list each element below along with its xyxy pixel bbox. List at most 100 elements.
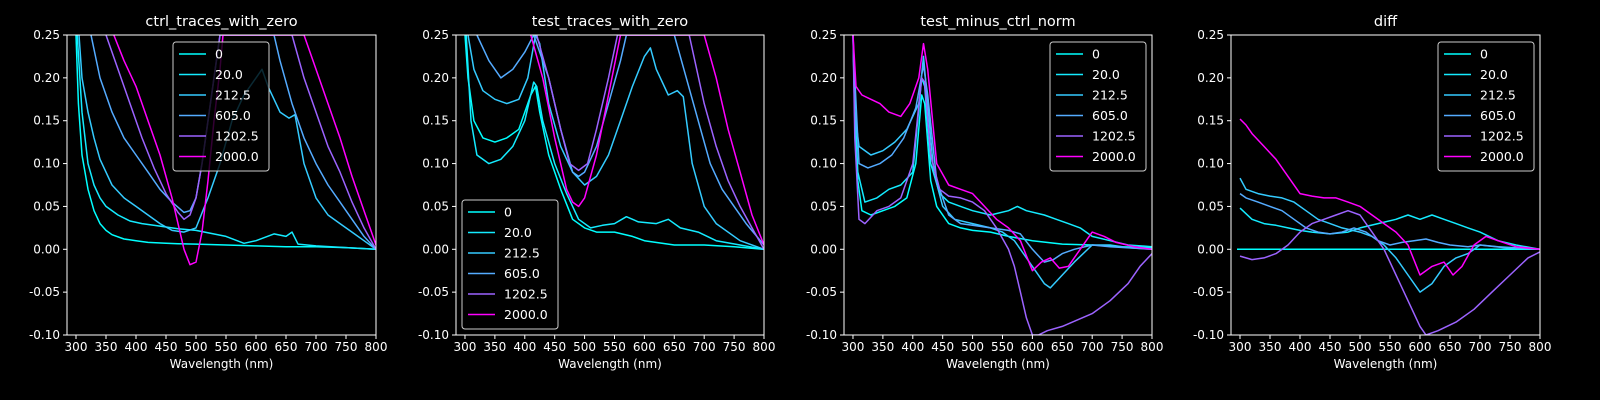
x-tick-label: 800 xyxy=(365,340,388,354)
x-axis-label: Wavelength (nm) xyxy=(558,357,662,371)
y-tick-label: 0.00 xyxy=(33,242,60,256)
x-tick-label: 450 xyxy=(1319,340,1342,354)
x-tick-label: 400 xyxy=(901,340,924,354)
x-axis-label: Wavelength (nm) xyxy=(170,357,274,371)
y-tick-label: 0.20 xyxy=(1197,71,1224,85)
x-tick-label: 350 xyxy=(871,340,894,354)
x-tick-label: 650 xyxy=(663,340,686,354)
x-tick-label: 450 xyxy=(931,340,954,354)
y-tick-label: -0.10 xyxy=(806,328,837,342)
series-line-0 xyxy=(464,35,764,251)
x-tick-label: 800 xyxy=(1141,340,1164,354)
y-tick-label: 0.00 xyxy=(1197,242,1224,256)
y-tick-label: -0.05 xyxy=(1193,285,1224,299)
x-tick-label: 550 xyxy=(1379,340,1402,354)
y-tick-label: 0.10 xyxy=(810,157,837,171)
chart-title: diff xyxy=(1374,14,1398,30)
series-line-1 xyxy=(852,35,1152,248)
chart-panel-3: 300 350 400 450 500 550 600 650 700 750 800 -0.10 -0… xyxy=(1193,14,1552,371)
legend-entry: 2000.0 xyxy=(1092,149,1136,164)
series-line-1 xyxy=(76,35,376,251)
series-group xyxy=(852,35,1152,335)
y-tick-label: 0.20 xyxy=(810,71,837,85)
legend: 0 20.0 212.5 605.0 1202.5 2000.0 xyxy=(1437,41,1535,172)
legend-entry: 605.0 xyxy=(504,266,540,281)
series-line-0 xyxy=(852,35,1152,249)
chart-title: test_traces_with_zero xyxy=(532,14,689,30)
y-tick-label: 0.20 xyxy=(422,71,449,85)
y-tick-label: 0.05 xyxy=(810,199,837,213)
legend-entry: 605.0 xyxy=(1092,108,1128,123)
x-tick-label: 800 xyxy=(1529,340,1552,354)
legend-entry: 20.0 xyxy=(504,225,532,240)
y-tick-label: -0.05 xyxy=(29,285,60,299)
legend-entry: 605.0 xyxy=(215,108,251,123)
x-axis-label: Wavelength (nm) xyxy=(1334,357,1438,371)
series-line-1 xyxy=(465,35,764,251)
y-tick-label: 0.10 xyxy=(422,157,449,171)
x-axis-label: Wavelength (nm) xyxy=(946,357,1050,371)
y-tick-label: 0.00 xyxy=(810,242,837,256)
legend-entry: 0 xyxy=(1480,47,1488,62)
series-line-5 xyxy=(1239,118,1540,276)
x-tick-label: 600 xyxy=(1409,340,1432,354)
chart-title: test_minus_ctrl_norm xyxy=(920,14,1075,30)
series-line-3 xyxy=(1239,192,1540,251)
x-tick-label: 650 xyxy=(1051,340,1074,354)
legend-entry: 212.5 xyxy=(1092,88,1128,103)
x-tick-label: 300 xyxy=(65,340,88,354)
series-line-4 xyxy=(535,35,764,250)
x-tick-label: 600 xyxy=(1021,340,1044,354)
chart-panel-0: 300 350 400 450 500 550 600 650 700 750 800 -0.10 -0… xyxy=(29,14,388,371)
x-tick-label: 400 xyxy=(513,340,536,354)
x-tick-label: 550 xyxy=(603,340,626,354)
y-tick-label: -0.10 xyxy=(1193,328,1224,342)
x-tick-label: 450 xyxy=(543,340,566,354)
y-tick-label: 0.25 xyxy=(422,28,449,42)
y-tick-label: 0.15 xyxy=(33,114,60,128)
y-tick-label: 0.20 xyxy=(33,71,60,85)
chart-panel-1: 300 350 400 450 500 550 600 650 700 750 800 -0.10 -0… xyxy=(418,14,776,371)
legend: 0 20.0 212.5 605.0 1202.5 2000.0 xyxy=(461,199,559,330)
y-tick-label: -0.05 xyxy=(418,285,449,299)
x-tick-label: 700 xyxy=(305,340,328,354)
x-tick-label: 750 xyxy=(1111,340,1134,354)
chart-panel-2: 300 350 400 450 500 550 600 650 700 750 800 -0.10 -0… xyxy=(806,14,1164,371)
series-line-0 xyxy=(75,35,376,251)
legend-entry: 212.5 xyxy=(1480,88,1516,103)
legend-entry: 2000.0 xyxy=(1480,149,1524,164)
x-tick-label: 550 xyxy=(215,340,238,354)
series-line-5 xyxy=(113,35,376,266)
legend: 0 20.0 212.5 605.0 1202.5 2000.0 xyxy=(172,41,270,172)
x-tick-label: 600 xyxy=(245,340,268,354)
x-tick-label: 800 xyxy=(753,340,776,354)
x-tick-label: 350 xyxy=(483,340,506,354)
x-tick-label: 700 xyxy=(693,340,716,354)
legend-entry: 1202.5 xyxy=(1092,129,1136,144)
legend-entry: 0 xyxy=(215,47,223,62)
series-line-2 xyxy=(467,35,764,251)
series-line-4 xyxy=(852,35,1152,335)
y-tick-label: 0.15 xyxy=(810,114,837,128)
series-line-2 xyxy=(852,35,1152,289)
plot-frame xyxy=(1230,34,1541,336)
plot-frame xyxy=(843,34,1153,336)
y-tick-label: 0.25 xyxy=(810,28,837,42)
chart-title: ctrl_traces_with_zero xyxy=(145,14,297,30)
series-line-5 xyxy=(530,35,764,246)
y-tick-label: -0.10 xyxy=(418,328,449,342)
x-tick-label: 300 xyxy=(842,340,865,354)
y-tick-label: -0.10 xyxy=(29,328,60,342)
y-tick-label: 0.00 xyxy=(422,242,449,256)
y-tick-label: 0.05 xyxy=(422,199,449,213)
x-tick-label: 300 xyxy=(1229,340,1252,354)
x-tick-label: 500 xyxy=(185,340,208,354)
plot-frame xyxy=(455,34,765,336)
y-tick-label: 0.25 xyxy=(33,28,60,42)
series-group xyxy=(1237,118,1540,335)
legend-entry: 0 xyxy=(1092,47,1100,62)
series-line-4 xyxy=(1239,209,1540,335)
x-tick-label: 350 xyxy=(1259,340,1282,354)
legend-entry: 0 xyxy=(504,205,512,220)
